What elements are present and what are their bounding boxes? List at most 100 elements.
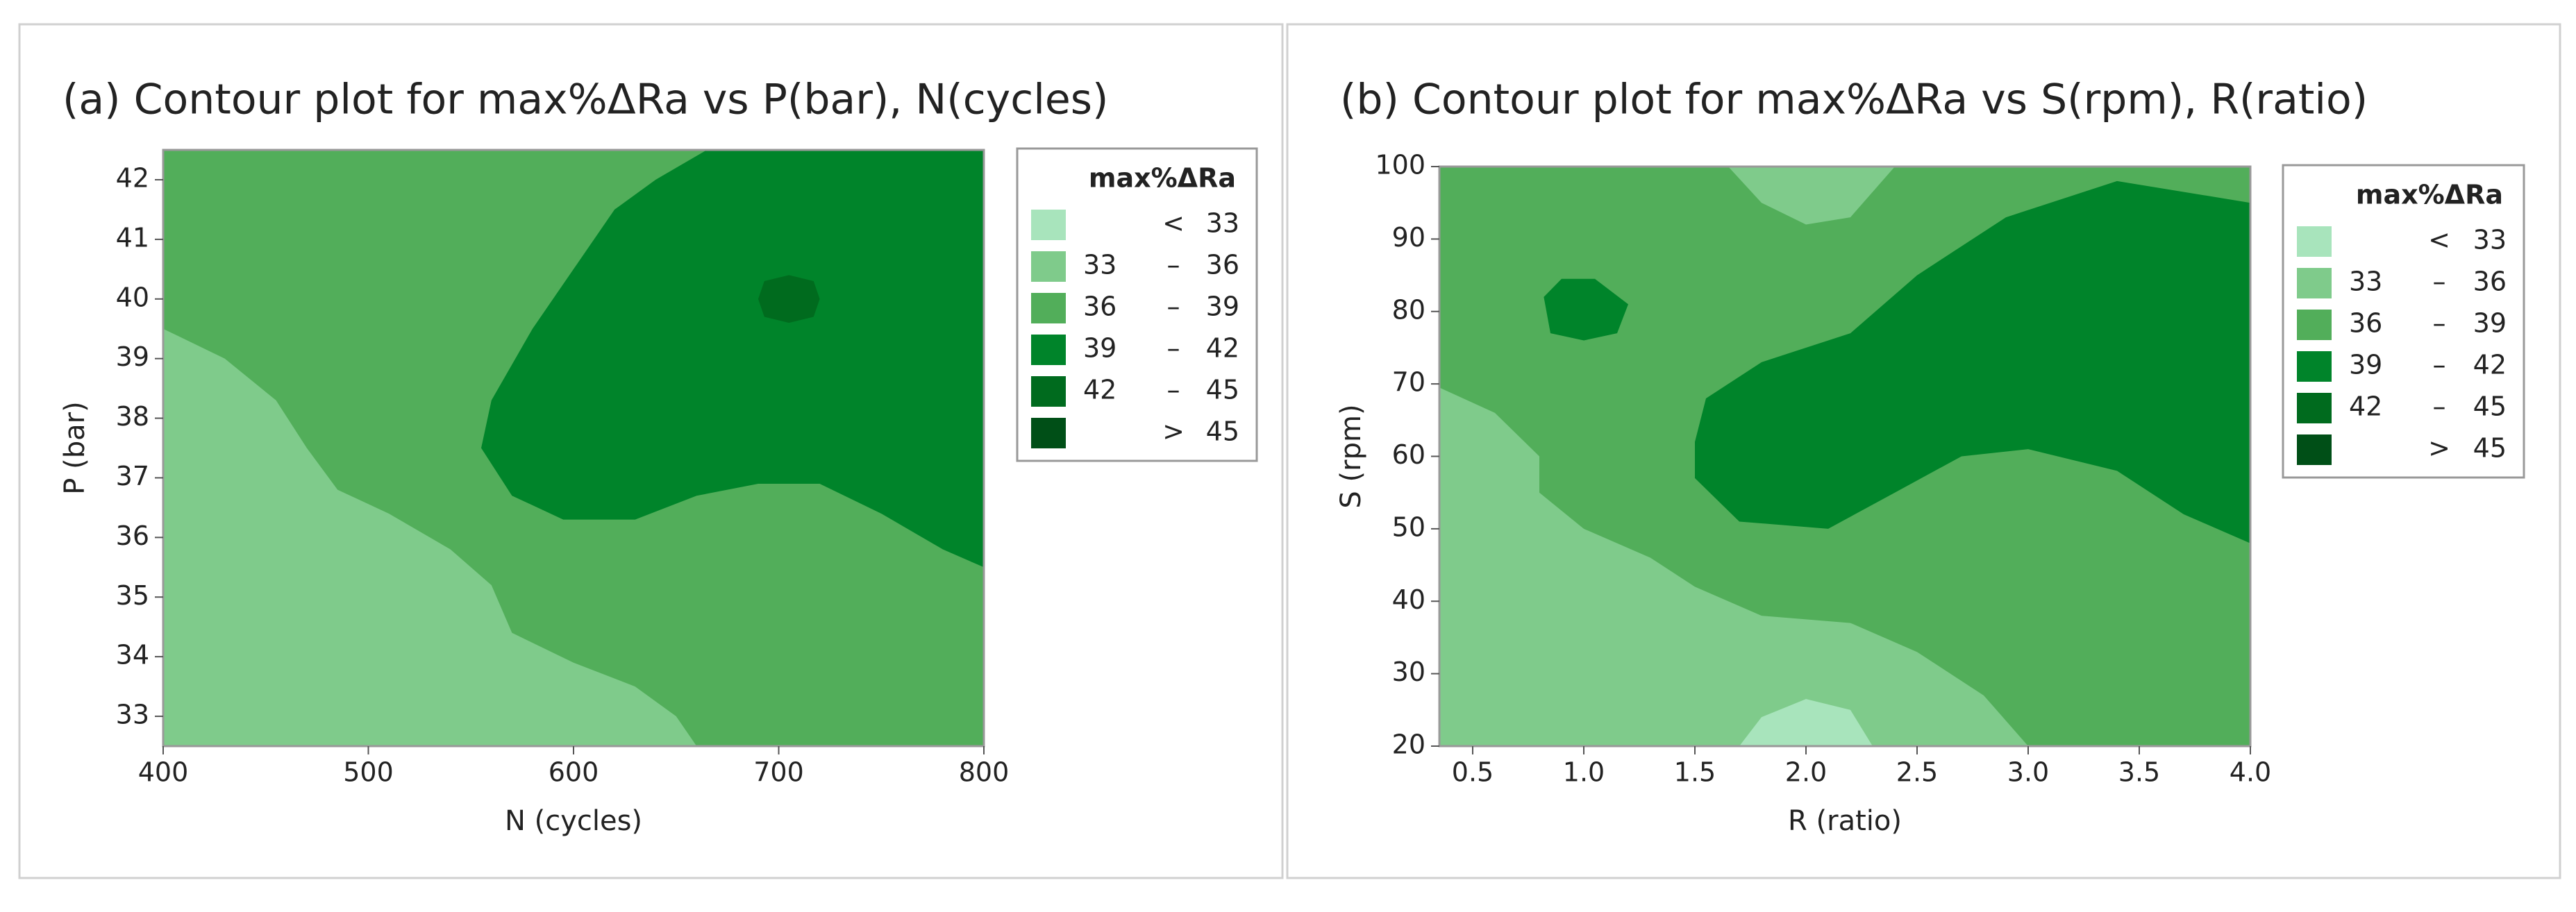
y-tick-label: 34 bbox=[116, 640, 149, 670]
legend-label: 42 bbox=[1206, 333, 1239, 364]
legend-label: – bbox=[2433, 267, 2446, 297]
legend-label: 42 bbox=[2349, 391, 2382, 422]
contour-region bbox=[1544, 278, 1628, 341]
panel-frame bbox=[18, 23, 1284, 879]
contour-region bbox=[481, 150, 984, 568]
y-tick-label: 38 bbox=[116, 401, 149, 432]
panel: (b) Contour plot for max%ΔRa vs S(rpm), … bbox=[1286, 23, 2561, 879]
legend-swatch bbox=[2297, 226, 2332, 257]
x-tick-label: 3.0 bbox=[2007, 757, 2049, 788]
legend-swatch bbox=[1031, 251, 1066, 282]
y-tick-label: 36 bbox=[116, 521, 149, 551]
contour-region bbox=[758, 275, 820, 323]
y-tick-label: 33 bbox=[116, 700, 149, 730]
legend-label: 39 bbox=[2349, 350, 2382, 380]
y-tick-label: 30 bbox=[1392, 657, 1425, 687]
x-tick-label: 1.0 bbox=[1563, 757, 1605, 788]
y-tick-label: 40 bbox=[1392, 584, 1425, 615]
legend-label: 36 bbox=[2349, 308, 2382, 339]
legend-swatch bbox=[2297, 434, 2332, 465]
y-axis-label: P (bar) bbox=[59, 401, 91, 494]
legend-label: – bbox=[1167, 250, 1180, 280]
legend-label: 45 bbox=[2473, 433, 2507, 464]
panel-frame bbox=[1286, 23, 2561, 879]
legend-label: – bbox=[1167, 333, 1180, 364]
legend-label: – bbox=[2433, 350, 2446, 380]
legend-label: 39 bbox=[1206, 292, 1239, 322]
x-tick-label: 2.0 bbox=[1785, 757, 1827, 788]
contour-region bbox=[1739, 699, 1873, 746]
x-tick-label: 1.5 bbox=[1674, 757, 1716, 788]
legend-label: < bbox=[1162, 208, 1185, 239]
legend-label: 39 bbox=[2473, 308, 2507, 339]
legend-label: > bbox=[2428, 433, 2450, 464]
x-axis-label: N (cycles) bbox=[505, 805, 642, 837]
y-tick-label: 90 bbox=[1392, 222, 1425, 253]
legend-label: – bbox=[1167, 375, 1180, 405]
y-tick-label: 39 bbox=[116, 341, 149, 372]
x-tick-label: 700 bbox=[753, 757, 804, 788]
y-tick-label: 37 bbox=[116, 461, 149, 491]
chart-title: (b) Contour plot for max%ΔRa vs S(rpm), … bbox=[1340, 76, 2368, 124]
legend-label: 45 bbox=[1206, 416, 1239, 447]
x-tick-label: 500 bbox=[343, 757, 394, 788]
chart-title: (a) Contour plot for max%ΔRa vs P(bar), … bbox=[62, 76, 1108, 124]
legend-label: 36 bbox=[2473, 267, 2507, 297]
y-tick-label: 40 bbox=[116, 282, 149, 312]
legend-swatch bbox=[2297, 268, 2332, 298]
legend-swatch bbox=[1031, 293, 1066, 323]
legend-swatch bbox=[2297, 393, 2332, 423]
legend-label: 33 bbox=[2349, 267, 2382, 297]
y-tick-label: 80 bbox=[1392, 294, 1425, 325]
legend-label: 39 bbox=[1083, 333, 1116, 364]
y-tick-label: 35 bbox=[116, 580, 149, 611]
contour-region bbox=[163, 328, 697, 746]
legend-label: 33 bbox=[1206, 208, 1239, 239]
x-axis-label: R (ratio) bbox=[1788, 805, 1902, 837]
y-axis-label: S (rpm) bbox=[1335, 404, 1367, 508]
legend-label: < bbox=[2428, 225, 2450, 255]
panel: (a) Contour plot for max%ΔRa vs P(bar), … bbox=[18, 23, 1284, 879]
legend-label: 36 bbox=[1206, 250, 1239, 280]
y-tick-label: 100 bbox=[1375, 150, 1425, 180]
x-tick-label: 800 bbox=[959, 757, 1010, 788]
legend-swatch bbox=[1031, 210, 1066, 240]
legend-swatch bbox=[2297, 310, 2332, 340]
legend-label: 33 bbox=[1083, 250, 1116, 280]
legend-title: max%ΔRa bbox=[2356, 180, 2503, 210]
y-tick-label: 42 bbox=[116, 162, 149, 193]
legend-swatch bbox=[1031, 376, 1066, 407]
legend-swatch bbox=[2297, 351, 2332, 382]
legend-swatch bbox=[1031, 335, 1066, 365]
legend-label: > bbox=[1162, 416, 1185, 447]
y-tick-label: 41 bbox=[116, 222, 149, 253]
legend-label: 36 bbox=[1083, 292, 1116, 322]
y-tick-label: 60 bbox=[1392, 439, 1425, 470]
legend-label: – bbox=[2433, 308, 2446, 339]
legend-label: – bbox=[1167, 292, 1180, 322]
legend-label: 45 bbox=[2473, 391, 2507, 422]
x-tick-label: 600 bbox=[549, 757, 599, 788]
x-tick-label: 0.5 bbox=[1452, 757, 1494, 788]
x-tick-label: 2.5 bbox=[1896, 757, 1938, 788]
x-tick-label: 4.0 bbox=[2230, 757, 2271, 788]
legend-swatch bbox=[1031, 418, 1066, 448]
legend-label: 45 bbox=[1206, 375, 1239, 405]
x-tick-label: 400 bbox=[138, 757, 189, 788]
legend-label: – bbox=[2433, 391, 2446, 422]
legend-label: 33 bbox=[2473, 225, 2507, 255]
x-tick-label: 3.5 bbox=[2118, 757, 2160, 788]
legend-title: max%ΔRa bbox=[1089, 163, 1236, 194]
contour-area bbox=[1439, 167, 2250, 746]
contour-region bbox=[1728, 167, 1895, 225]
y-tick-label: 20 bbox=[1392, 729, 1425, 760]
contour-area bbox=[163, 150, 984, 746]
legend-label: 42 bbox=[2473, 350, 2507, 380]
legend-label: 42 bbox=[1083, 375, 1116, 405]
contour-region bbox=[1439, 387, 2028, 746]
y-tick-label: 70 bbox=[1392, 367, 1425, 398]
y-tick-label: 50 bbox=[1392, 512, 1425, 542]
